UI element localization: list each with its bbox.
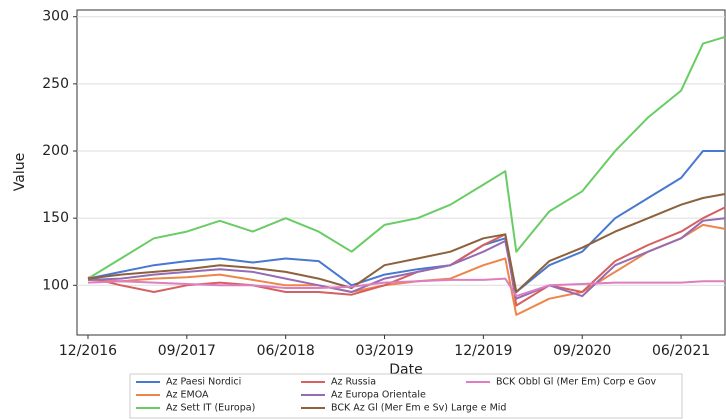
x-tick-label: 06/2018 (257, 343, 315, 359)
x-tick-label: 12/2016 (59, 343, 117, 359)
series-line (87, 193, 726, 293)
y-tick-label: 300 (42, 9, 69, 25)
y-tick-label: 150 (42, 210, 69, 226)
x-tick-label: 06/2021 (652, 343, 710, 359)
x-tick-label: 09/2017 (158, 343, 216, 359)
series-line (87, 217, 726, 300)
series-line (87, 206, 726, 307)
series-line (87, 277, 725, 298)
y-tick-label: 100 (42, 277, 69, 293)
plot-frame (76, 9, 726, 336)
y-tick-label: 200 (42, 143, 69, 159)
x-tick-label: 09/2020 (553, 343, 611, 359)
legend-box (129, 373, 683, 419)
x-tick-label: 03/2019 (355, 343, 413, 359)
x-tick-label: 12/2019 (454, 343, 512, 359)
legend-label: Az Sett IT (Europa) (166, 403, 255, 414)
y-axis-label: Value (12, 153, 28, 191)
legend-label: Az Europa Orientale (331, 390, 426, 401)
legend-label: Az EMOA (166, 390, 209, 401)
legend-label: BCK Obbl Gl (Mer Em) Corp e Gov (496, 377, 657, 388)
legend-label: Az Russia (331, 377, 376, 388)
series-line (87, 35, 726, 280)
legend-label: BCK Az Gl (Mer Em e Sv) Large e Mid (331, 403, 506, 414)
y-tick-label: 250 (42, 76, 69, 92)
series-line (87, 150, 725, 293)
legend-label: Az Paesi Nordici (166, 377, 241, 388)
